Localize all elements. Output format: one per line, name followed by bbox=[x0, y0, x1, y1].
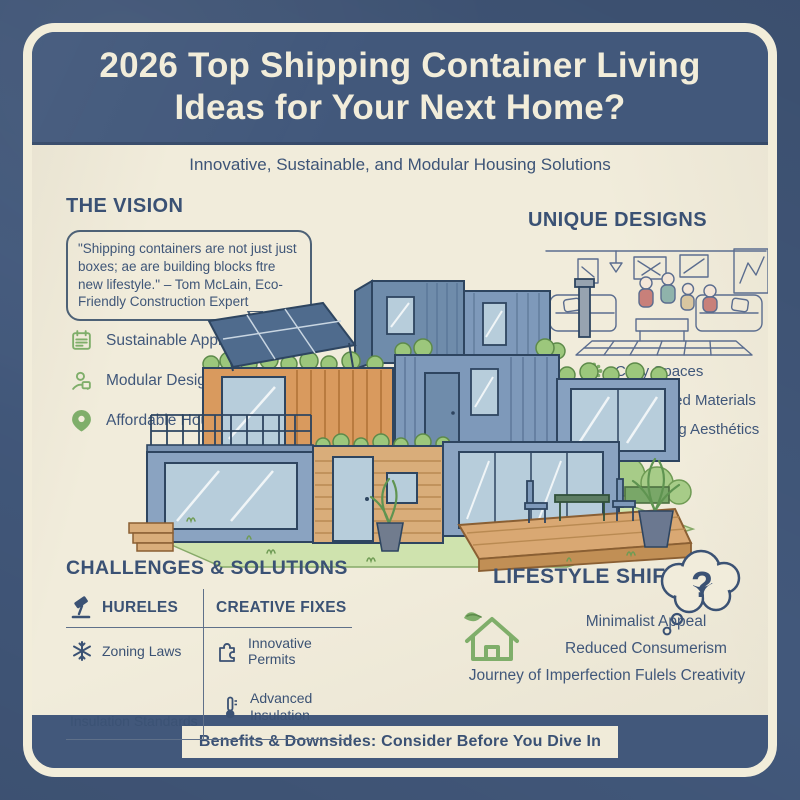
title-line-1: 2026 Top Shipping Container Living bbox=[99, 46, 701, 85]
footer-banner: Benefits & Downsides: Consider Before Yo… bbox=[32, 715, 768, 768]
cell-insulation-standards: Insulation Standards bbox=[66, 674, 204, 740]
living-room-sketch-illustration bbox=[530, 239, 768, 364]
table-row: Insulation Standards Advanced Insulation bbox=[66, 674, 352, 740]
vision-heading: THE VISION bbox=[66, 195, 184, 217]
subtitle: Innovative, Sustainable, and Modular Hou… bbox=[189, 155, 611, 174]
thought-bubble-question-icon: ? bbox=[647, 545, 751, 646]
title-line-2: Ideas for Your Next Home? bbox=[174, 88, 626, 127]
snowflake-icon bbox=[70, 639, 94, 663]
table-header-row: HURELES CREATIVE FIXES bbox=[66, 589, 352, 628]
header-cell-hurdles: HURELES bbox=[66, 589, 204, 628]
lifestyle-item: Minimalist Appeal bbox=[585, 613, 707, 630]
table-cell-label: Insulation Standards bbox=[70, 713, 198, 729]
lifestyle-item: Journey of Imperfection Fulels Creativit… bbox=[468, 667, 746, 684]
footer-callout: Benefits & Downsides: Consider Before Yo… bbox=[181, 725, 619, 758]
column-header-label: CREATIVE FIXES bbox=[216, 599, 347, 616]
cell-innovative-permits: Innovative Permits bbox=[204, 628, 352, 674]
lifestyle-item: Reduced Consumerism bbox=[565, 640, 727, 657]
section-the-vision: THE VISION "Shipping containers are not … bbox=[66, 195, 322, 338]
column-header-label: HURELES bbox=[102, 599, 179, 616]
cell-advanced-insulation: Advanced Insulation bbox=[204, 674, 352, 740]
section-challenges-solutions: CHALLENGES & SOLUTIONS HURELES bbox=[66, 557, 352, 740]
table-cell-label: Advanced Insulation bbox=[250, 690, 313, 723]
content-area: Innovative, Sustainable, and Modular Hou… bbox=[32, 145, 768, 740]
container-home-illustration bbox=[127, 271, 702, 578]
thermometer-icon bbox=[218, 695, 242, 719]
lifestyle-heading: LIFESTYLE SHIFT bbox=[493, 565, 679, 588]
table-row: Zoning Laws Innovative Permits bbox=[66, 628, 352, 674]
gavel-icon bbox=[70, 596, 94, 620]
unique-designs-heading: UNIQUE DESIGNS bbox=[528, 209, 707, 231]
person-icon bbox=[70, 369, 93, 392]
vision-item-label: Modular Design bbox=[106, 371, 215, 389]
quote-bubble: "Shipping containers are not just just b… bbox=[66, 230, 312, 338]
poster-title: 2026 Top Shipping Container Living Ideas… bbox=[99, 45, 700, 129]
challenges-table: HURELES CREATIVE FIXES bbox=[66, 589, 352, 740]
title-banner: 2026 Top Shipping Container Living Ideas… bbox=[32, 32, 768, 145]
quote-text: "Shipping containers are not just just b… bbox=[78, 241, 297, 310]
cell-zoning-laws: Zoning Laws bbox=[66, 628, 204, 674]
challenges-heading: CHALLENGES & SOLUTIONS bbox=[66, 557, 348, 579]
eco-house-icon bbox=[459, 605, 525, 672]
svg-text:?: ? bbox=[691, 564, 713, 605]
list-item: Modular Design bbox=[70, 369, 257, 392]
table-cell-label: Zoning Laws bbox=[102, 643, 182, 659]
lifestyle-item-list: Minimalist Appeal Reduced Consumerism Jo… bbox=[437, 613, 768, 694]
poster-frame: 2026 Top Shipping Container Living Ideas… bbox=[23, 23, 777, 777]
table-cell-label: Innovative Permits bbox=[248, 635, 312, 667]
puzzle-icon bbox=[216, 639, 240, 663]
header-cell-creative-fixes: CREATIVE FIXES bbox=[204, 589, 352, 628]
map-pin-icon bbox=[70, 409, 93, 432]
clipboard-icon bbox=[70, 329, 93, 352]
